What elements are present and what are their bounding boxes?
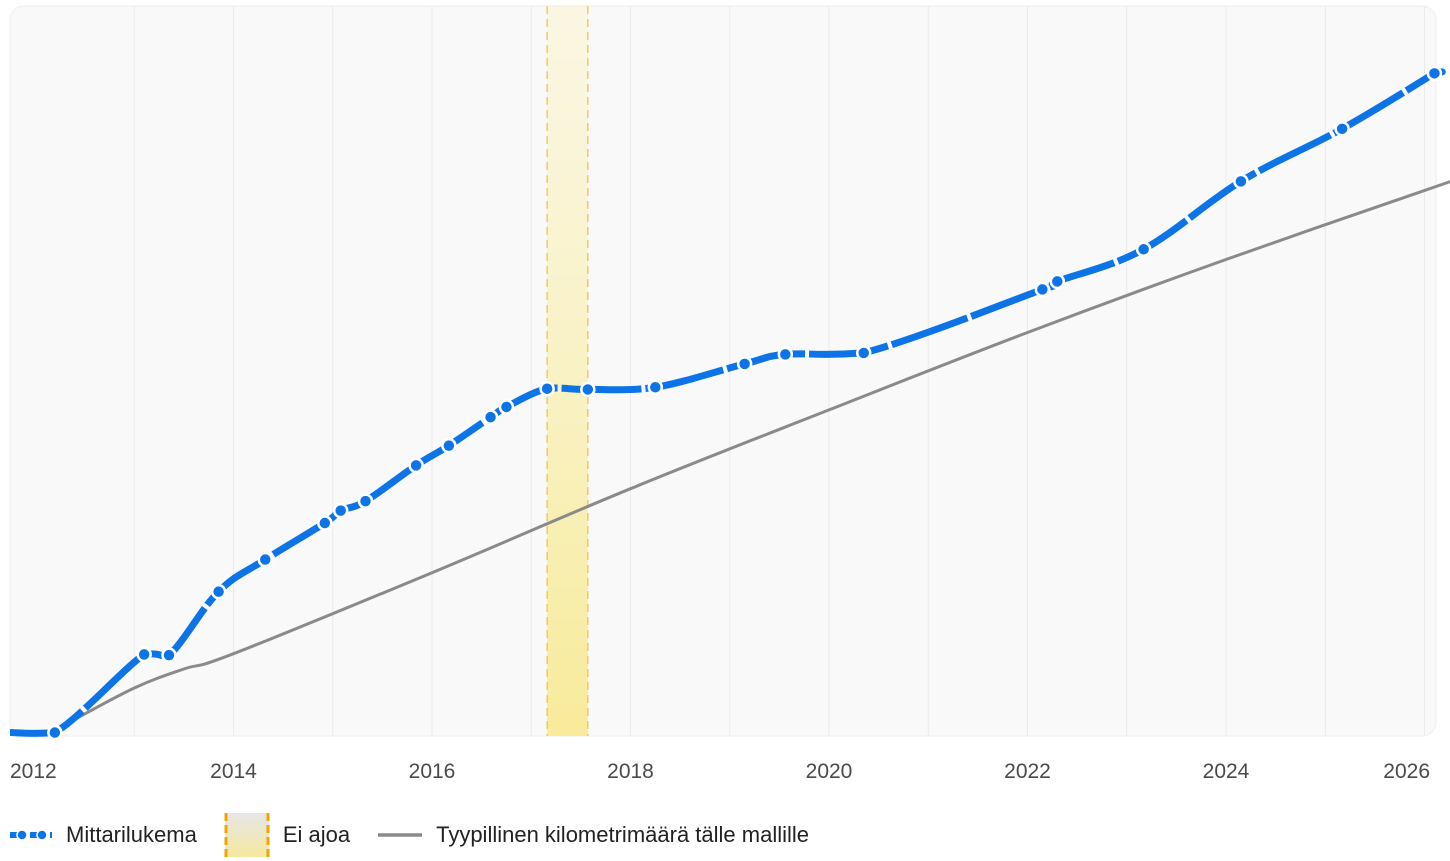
odometer-point-10	[484, 411, 497, 424]
odometer-point-0	[48, 726, 61, 739]
odometer-point-14	[649, 381, 662, 394]
x-tick-label-2026: 2026	[1383, 760, 1430, 783]
legend-label-odometer: Mittarilukema	[66, 822, 197, 848]
legend-label-no-driving: Ei ajoa	[283, 822, 350, 848]
odometer-point-8	[410, 459, 423, 472]
odometer-point-16	[779, 348, 792, 361]
odometer-point-2	[162, 649, 175, 662]
odometer-point-9	[442, 439, 455, 452]
legend-item-typical[interactable]: Tyypillinen kilometrimäärä tälle mallill…	[376, 822, 809, 848]
x-tick-label-2020: 2020	[806, 760, 853, 783]
no-driving-band	[547, 6, 588, 736]
odometer-point-12	[541, 382, 554, 395]
x-tick-label-2012: 2012	[10, 760, 57, 783]
odometer-point-1	[138, 648, 151, 661]
odometer-point-11	[500, 400, 513, 413]
odometer-point-18	[1036, 283, 1049, 296]
odometer-point-4	[259, 553, 272, 566]
x-tick-label-2016: 2016	[409, 760, 456, 783]
odometer-point-22	[1336, 122, 1349, 135]
x-tick-label-2014: 2014	[210, 760, 257, 783]
odometer-point-3	[212, 585, 225, 598]
legend-item-no-driving[interactable]: Ei ajoa	[223, 811, 350, 859]
legend-label-typical: Tyypillinen kilometrimäärä tälle mallill…	[436, 822, 809, 848]
odometer-point-7	[359, 495, 372, 508]
odometer-point-23	[1428, 67, 1441, 80]
odometer-point-6	[334, 504, 347, 517]
legend-item-odometer[interactable]: Mittarilukema	[8, 822, 197, 848]
odometer-point-5	[318, 517, 331, 530]
odometer-point-19	[1051, 275, 1064, 288]
x-tick-label-2022: 2022	[1004, 760, 1051, 783]
legend-no-driving-swatch	[223, 811, 271, 859]
odometer-point-15	[738, 357, 751, 370]
line-chart: 2012 2014 2016 2018 2020 2022 2024 2026	[0, 0, 1450, 810]
odometer-point-13	[581, 383, 594, 396]
odometer-point-17	[857, 346, 870, 359]
x-tick-label-2018: 2018	[607, 760, 654, 783]
odometer-point-20	[1137, 243, 1150, 256]
legend-odometer-swatch	[8, 825, 54, 845]
legend-typical-swatch	[376, 825, 424, 845]
x-tick-label-2024: 2024	[1203, 760, 1250, 783]
odometer-point-21	[1234, 175, 1247, 188]
legend: Mittarilukema Ei ajoa Tyypillinen kilome…	[8, 810, 835, 860]
